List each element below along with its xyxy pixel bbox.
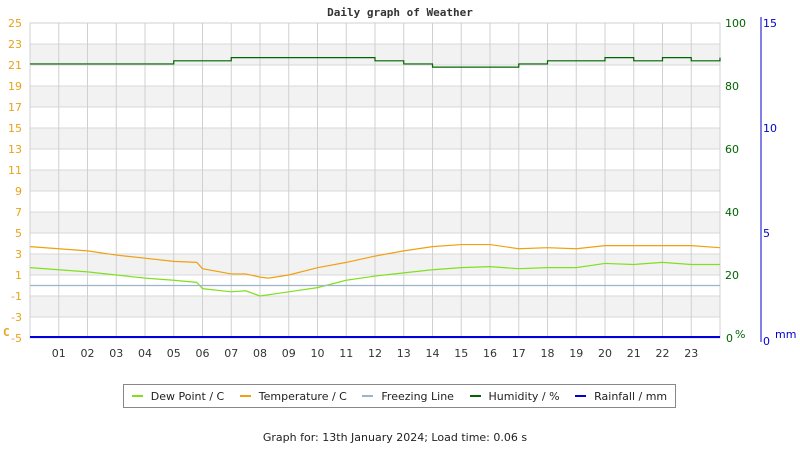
svg-text:5: 5 [763, 227, 770, 240]
svg-text:23: 23 [8, 38, 22, 51]
svg-text:11: 11 [339, 347, 353, 360]
legend-item-freezing-line: Freezing Line [362, 390, 454, 403]
svg-text:60: 60 [725, 143, 739, 156]
svg-text:22: 22 [656, 347, 670, 360]
svg-text:21: 21 [8, 59, 22, 72]
weather-chart: 01 02 03 04 05 06 07 08 09 10 11 12 13 14 15 16 17 18 19 20… [3, 17, 796, 360]
svg-text:21: 21 [627, 347, 641, 360]
svg-text:%: % [735, 328, 745, 341]
svg-text:13: 13 [8, 143, 22, 156]
svg-text:40: 40 [725, 206, 739, 219]
svg-text:06: 06 [196, 347, 210, 360]
svg-text:1: 1 [15, 269, 22, 282]
svg-text:07: 07 [224, 347, 238, 360]
svg-text:16: 16 [483, 347, 497, 360]
chart-legend: Dew Point / C Temperature / C Freezing L… [123, 384, 676, 408]
svg-text:17: 17 [8, 101, 22, 114]
svg-text:05: 05 [167, 347, 181, 360]
graph-footer: Graph for: 13th January 2024; Load time:… [262, 431, 528, 444]
legend-label: Rainfall / mm [594, 389, 668, 403]
legend-label: Dew Point / C [150, 389, 225, 403]
legend-item-humidity: Humidity / % [469, 389, 560, 403]
legend-swatch [575, 395, 587, 397]
svg-text:3: 3 [15, 248, 22, 261]
svg-text:23: 23 [684, 347, 698, 360]
legend-swatch [239, 395, 251, 397]
svg-text:C: C [3, 326, 10, 339]
svg-text:04: 04 [138, 347, 152, 360]
svg-text:19: 19 [569, 347, 583, 360]
svg-text:19: 19 [8, 80, 22, 93]
chart-title: Daily graph of Weather [327, 6, 473, 19]
svg-text:-1: -1 [11, 290, 22, 303]
svg-text:mm: mm [775, 328, 796, 341]
svg-text:20: 20 [725, 269, 739, 282]
svg-text:13: 13 [397, 347, 411, 360]
svg-text:25: 25 [8, 17, 22, 30]
svg-text:-5: -5 [11, 332, 22, 345]
legend-item-rainfall: Rainfall / mm [575, 390, 667, 403]
svg-text:02: 02 [81, 347, 95, 360]
svg-text:17: 17 [512, 347, 526, 360]
svg-text:9: 9 [15, 185, 22, 198]
svg-text:03: 03 [109, 347, 123, 360]
svg-text:15: 15 [8, 122, 22, 135]
legend-swatch [469, 395, 481, 397]
svg-text:11: 11 [8, 164, 22, 177]
svg-text:15: 15 [454, 347, 468, 360]
svg-text:15: 15 [763, 17, 777, 30]
svg-text:14: 14 [426, 347, 440, 360]
svg-text:10: 10 [311, 347, 325, 360]
legend-swatch [131, 395, 143, 397]
legend-item-temperature: Temperature / C [239, 389, 347, 403]
svg-text:01: 01 [52, 347, 66, 360]
svg-text:80: 80 [725, 80, 739, 93]
svg-text:09: 09 [282, 347, 296, 360]
legend-label: Freezing Line [381, 389, 454, 403]
svg-text:08: 08 [253, 347, 267, 360]
svg-text:12: 12 [368, 347, 382, 360]
legend-label: Humidity / % [488, 389, 560, 403]
legend-label: Temperature / C [258, 389, 347, 403]
svg-text:5: 5 [15, 227, 22, 240]
legend-item-dew-point: Dew Point / C [131, 389, 225, 403]
svg-text:10: 10 [763, 122, 777, 135]
svg-text:0: 0 [763, 335, 770, 348]
svg-text:20: 20 [598, 347, 612, 360]
svg-text:7: 7 [15, 206, 22, 219]
svg-text:18: 18 [541, 347, 555, 360]
svg-text:-3: -3 [11, 311, 22, 324]
svg-text:0: 0 [726, 332, 733, 345]
legend-swatch [362, 395, 374, 397]
svg-text:100: 100 [725, 17, 746, 30]
